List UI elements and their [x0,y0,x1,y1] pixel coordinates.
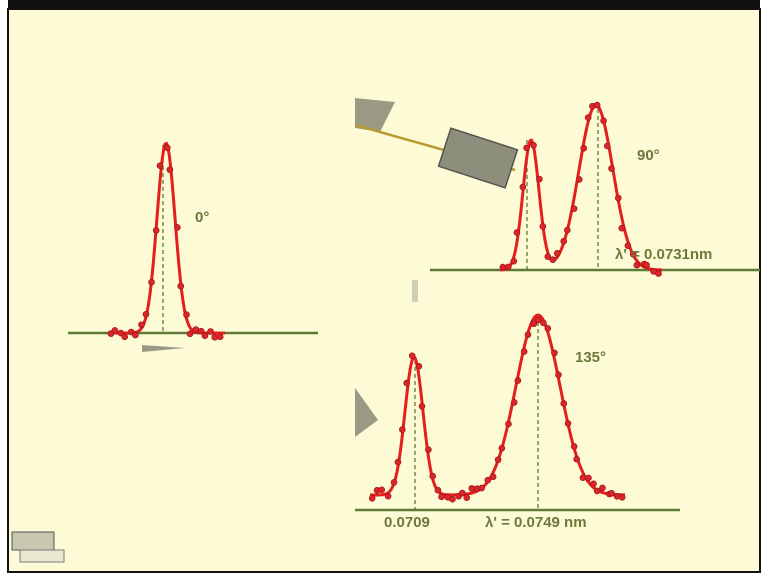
point [143,311,149,317]
point [585,115,591,121]
point [439,494,445,500]
point [178,283,184,289]
point [581,145,587,151]
point [599,485,605,491]
point [550,257,556,263]
point [212,334,218,340]
point [435,487,441,493]
point [385,493,391,499]
point [369,495,375,501]
angle-label: 0° [195,209,209,226]
point [419,403,425,409]
point [157,163,163,169]
point [511,399,517,405]
point [485,477,491,483]
point [531,142,537,148]
point [591,481,597,487]
point [555,372,561,378]
point [404,380,410,386]
point [604,143,610,149]
point [138,322,144,328]
point [184,312,190,318]
point [521,348,527,354]
slide: 0° 90° λ' = 0.0731nm 135° 0.0709 λ' = 0.… [0,0,768,578]
point [132,332,138,338]
point [430,473,436,479]
point [450,496,456,502]
point [399,426,405,432]
point [122,334,128,340]
icon [12,532,54,550]
point [619,494,625,500]
point [395,459,401,465]
angle-label: 90° [637,147,660,164]
peak-label: 0.0709 [384,514,430,531]
point [594,102,600,108]
point [167,167,173,173]
point [217,334,223,340]
icon [20,550,64,562]
point [554,250,560,256]
point [580,475,586,481]
top-border [8,0,760,10]
point [153,227,159,233]
point [594,488,600,494]
point [565,420,571,426]
point [524,145,530,151]
point [459,490,465,496]
point [174,224,180,230]
point [505,421,511,427]
point [609,490,615,496]
wavelength-label: λ' = 0.0749 nm [485,514,587,531]
point [164,145,170,151]
point [601,118,607,124]
point [561,400,567,406]
point [208,328,214,334]
point [511,258,517,264]
point [564,227,570,233]
point [505,264,511,270]
point [379,487,385,493]
angle-label: 135° [575,349,606,366]
point [540,320,546,326]
wavelength-label: λ' = 0.0731nm [615,246,712,263]
point [540,223,546,229]
point [574,456,580,462]
point [545,325,551,331]
point [464,495,470,501]
point [187,331,193,337]
point [585,475,591,481]
point [615,195,621,201]
point [520,184,526,190]
point [561,238,567,244]
point [634,262,640,268]
point [409,353,415,359]
point [525,332,531,338]
point [571,443,577,449]
point [499,445,505,451]
point [619,225,625,231]
mark [412,280,418,302]
point [490,474,496,480]
point [655,270,661,276]
point [609,166,615,172]
point [416,363,422,369]
point [391,479,397,485]
point [571,206,577,212]
point [112,327,118,333]
point [149,279,155,285]
point [202,333,208,339]
point [515,378,521,384]
point [495,457,501,463]
point [536,176,542,182]
point [576,176,582,182]
point [514,230,520,236]
point [551,350,557,356]
point [479,485,485,491]
point [425,447,431,453]
